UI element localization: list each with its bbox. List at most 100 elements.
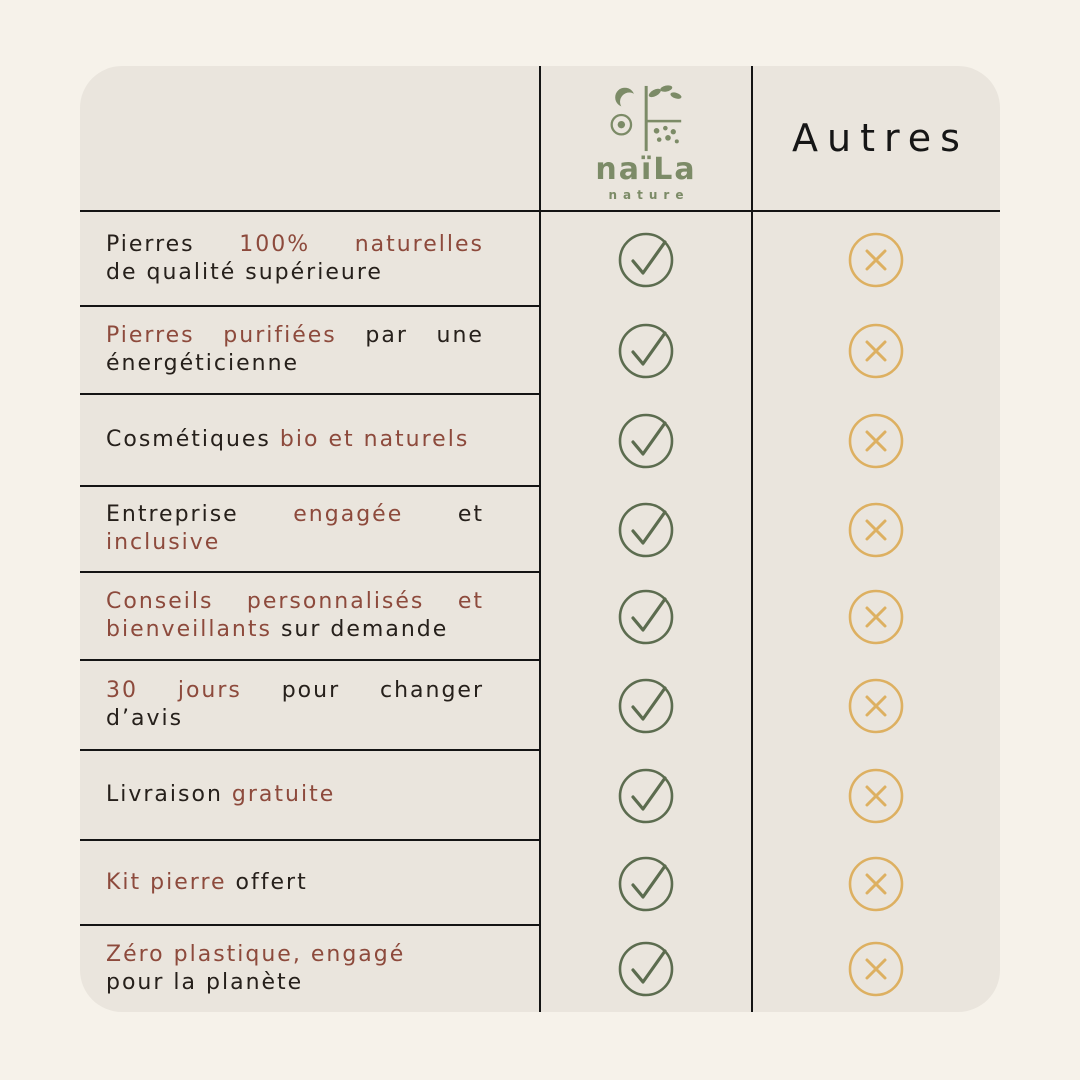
feature-word: gratuite xyxy=(231,782,336,807)
table-header: naïLa nature Autres xyxy=(80,66,1000,212)
autres-value-cell xyxy=(752,661,1000,751)
feature-cell: Conseils personnalisés et bienveillants sur… xyxy=(80,573,540,661)
feature-word: pour xyxy=(106,970,165,995)
feature-word: inclusive xyxy=(106,530,221,555)
feature-cell: 30 jours pour changer d’avis xyxy=(80,661,540,751)
autres-value-cell xyxy=(752,751,1000,841)
feature-word: bio xyxy=(279,427,320,452)
comparison-card: naïLa nature Autres Pierres 100% naturelle… xyxy=(80,66,1000,1012)
comparison-rows: Pierres 100% naturelles de qualité supérieu… xyxy=(80,212,1000,1012)
naila-value-cell xyxy=(540,751,752,841)
feature-word: changer xyxy=(379,678,484,703)
table-row: Livraison gratuite xyxy=(80,751,1000,841)
feature-line: bienveillants sur demande xyxy=(106,616,484,644)
naila-value-cell xyxy=(540,661,752,751)
naila-value-cell xyxy=(540,487,752,573)
feature-word: pour xyxy=(281,678,341,703)
feature-line: pour la planète xyxy=(106,969,484,997)
check-circle-icon xyxy=(618,941,674,997)
autres-value-cell xyxy=(752,487,1000,573)
feature-cell: Entreprise engagée et inclusive xyxy=(80,487,540,573)
feature-word: Pierres xyxy=(106,323,195,348)
feature-word: 30 xyxy=(106,678,138,703)
cross-circle-icon xyxy=(848,323,904,379)
naila-value-cell xyxy=(540,395,752,487)
feature-word: énergéticienne xyxy=(106,351,300,376)
check-circle-icon xyxy=(618,856,674,911)
feature-word: engagé xyxy=(310,942,406,967)
check-circle-icon xyxy=(618,589,674,645)
cross-circle-icon xyxy=(848,413,904,469)
feature-line: inclusive xyxy=(106,529,484,557)
feature-text: Kit pierre offert xyxy=(106,869,484,897)
feature-word: Conseils xyxy=(106,589,214,614)
feature-word: jours xyxy=(177,678,242,703)
feature-word: et xyxy=(457,589,484,614)
feature-line: Pierres purifiées par une xyxy=(106,322,484,350)
table-row: Zéro plastique, engagé pour la planète xyxy=(80,926,1000,1012)
feature-word: offert xyxy=(235,869,308,895)
check-circle-icon xyxy=(618,768,674,824)
column-divider-naila xyxy=(539,66,541,1012)
cross-circle-icon xyxy=(848,589,904,645)
autres-header-cell: Autres xyxy=(752,66,1000,210)
feature-line: d’avis xyxy=(106,705,484,733)
feature-line: de qualité supérieure xyxy=(106,259,484,287)
feature-cell: Zéro plastique, engagé pour la planète xyxy=(80,926,540,1012)
cross-circle-icon xyxy=(848,856,904,911)
brand-tagline: nature xyxy=(608,188,690,202)
feature-text: Cosmétiques bio et naturels xyxy=(106,426,484,454)
feature-word: Cosmétiques xyxy=(106,427,271,452)
feature-word: Kit xyxy=(106,869,142,895)
cross-circle-icon xyxy=(848,941,904,997)
table-row: 30 jours pour changer d’avis xyxy=(80,661,1000,751)
feature-word: supérieure xyxy=(245,259,383,285)
feature-line: Entreprise engagée et xyxy=(106,501,484,529)
feature-cell: Cosmétiques bio et naturels xyxy=(80,395,540,487)
check-circle-icon xyxy=(618,413,674,469)
autres-value-cell xyxy=(752,926,1000,1012)
feature-line: Conseils personnalisés et xyxy=(106,588,484,616)
cross-circle-icon xyxy=(848,502,904,558)
feature-line: Zéro plastique, engagé xyxy=(106,941,484,969)
feature-word: de xyxy=(106,259,138,285)
feature-text: Zéro plastique, engagé pour la planète xyxy=(106,941,484,997)
feature-text: Entreprise engagée et inclusive xyxy=(106,501,484,557)
moon-plant-logo-icon xyxy=(610,85,682,152)
feature-word: la xyxy=(173,970,198,995)
feature-cell: Kit pierre offert xyxy=(80,841,540,926)
feature-word: sur xyxy=(280,617,322,642)
table-row: Cosmétiques bio et naturels xyxy=(80,395,1000,487)
feature-line: Pierres 100% naturelles xyxy=(106,231,484,259)
feature-word: Entreprise xyxy=(106,502,239,527)
feature-cell: Pierres 100% naturelles de qualité supérieu… xyxy=(80,212,540,307)
header-feature-cell xyxy=(80,66,540,210)
feature-word: planète xyxy=(206,970,304,995)
feature-cell: Livraison gratuite xyxy=(80,751,540,841)
feature-word: bienveillants xyxy=(106,617,272,642)
feature-text: 30 jours pour changer d’avis xyxy=(106,677,484,733)
feature-text: Conseils personnalisés et bienveillants sur… xyxy=(106,588,484,644)
feature-word: naturels xyxy=(363,427,470,452)
feature-word: et xyxy=(328,427,355,452)
autres-header-label: Autres xyxy=(792,116,969,160)
feature-word: personnalisés xyxy=(246,589,425,614)
naila-value-cell xyxy=(540,307,752,395)
feature-word: naturelles xyxy=(354,231,484,257)
naila-value-cell xyxy=(540,841,752,926)
feature-word: qualité xyxy=(146,259,237,285)
cross-circle-icon xyxy=(848,678,904,734)
autres-value-cell xyxy=(752,573,1000,661)
feature-word: pierre xyxy=(150,869,227,895)
feature-word: par xyxy=(365,323,408,348)
feature-line: Cosmétiques bio et naturels xyxy=(106,426,484,454)
naila-value-cell xyxy=(540,212,752,307)
check-circle-icon xyxy=(618,678,674,734)
column-divider-autres xyxy=(751,66,753,1012)
feature-line: Kit pierre offert xyxy=(106,869,484,897)
autres-value-cell xyxy=(752,841,1000,926)
feature-word: demande xyxy=(330,617,449,642)
cross-circle-icon xyxy=(848,768,904,824)
table-row: Pierres purifiées par une énergéticienne xyxy=(80,307,1000,395)
